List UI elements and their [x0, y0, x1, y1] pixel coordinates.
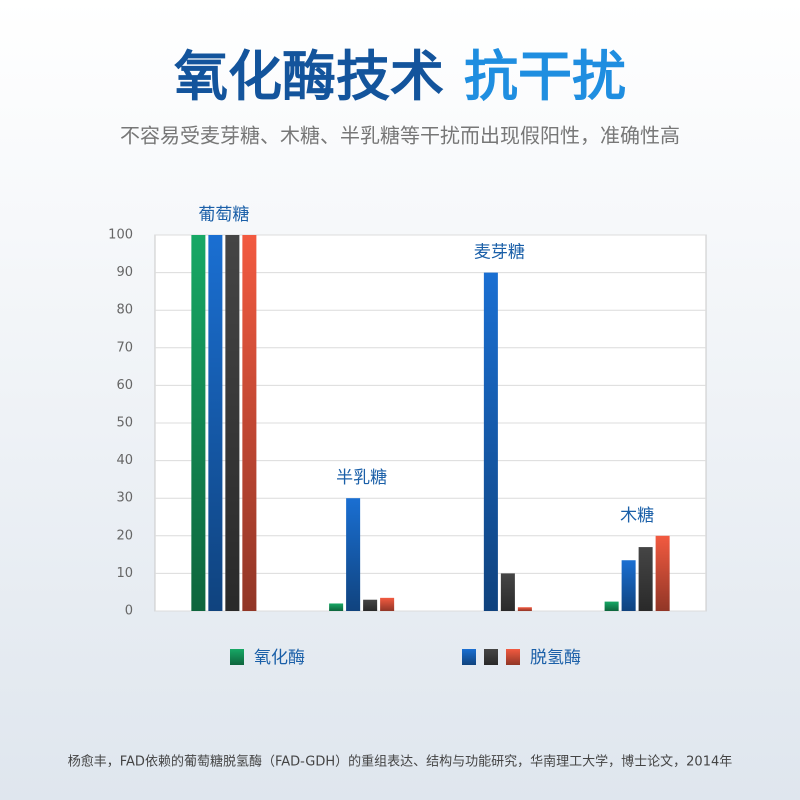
- source: 杨愈丰，FAD依赖的葡萄糖脱氢酶（FAD-GDH）的重组表达、结构与功能研究，华…: [68, 754, 733, 770]
- legend-shade: [462, 649, 476, 665]
- y-tick-label: 90: [116, 265, 133, 280]
- bar-shade: [500, 573, 515, 611]
- subtitle: 不容易受麦芽糖、木糖、半乳糖等干扰而出现假阳性，准确性高: [120, 124, 680, 148]
- bar-shade: [638, 547, 653, 611]
- y-tick-label: 30: [116, 491, 133, 506]
- y-tick-label: 0: [125, 604, 133, 619]
- bar-shade: [363, 599, 378, 611]
- bar-shade: [483, 272, 498, 611]
- legend-shade: [484, 649, 498, 665]
- y-tick-label: 70: [116, 340, 133, 355]
- bar-shade: [604, 601, 619, 611]
- y-tick-label: 100: [108, 228, 133, 243]
- bar-shade: [208, 235, 223, 611]
- bar-shade: [621, 560, 636, 611]
- bar-shade: [329, 603, 344, 611]
- bar-shade: [517, 607, 532, 611]
- y-tick-label: 40: [116, 453, 133, 468]
- category-label: 麦芽糖: [474, 243, 525, 263]
- y-tick-label: 10: [116, 566, 133, 581]
- y-tick-label: 20: [116, 528, 133, 543]
- legend-label: 脱氢酶: [530, 648, 581, 668]
- bar-shade: [225, 235, 240, 611]
- category-label: 半乳糖: [336, 468, 387, 488]
- legend-shade: [230, 649, 244, 665]
- title-part: 抗干扰: [464, 45, 626, 108]
- bar-shade: [346, 498, 361, 611]
- y-tick-label: 60: [116, 378, 133, 393]
- legend-label: 氧化酶: [254, 648, 305, 668]
- category-label: 葡萄糖: [198, 205, 249, 225]
- bar-shade: [380, 597, 395, 611]
- bar-shade: [191, 235, 206, 611]
- category-label: 木糖: [620, 506, 654, 526]
- y-tick-label: 80: [116, 303, 133, 318]
- bar-shade: [655, 535, 670, 611]
- title-part: 氧化酶技术: [174, 45, 444, 108]
- legend-shade: [506, 649, 520, 665]
- bar-shade: [242, 235, 257, 611]
- y-tick-label: 50: [116, 416, 133, 431]
- chart-title: 氧化酶技术 抗干扰: [174, 45, 626, 108]
